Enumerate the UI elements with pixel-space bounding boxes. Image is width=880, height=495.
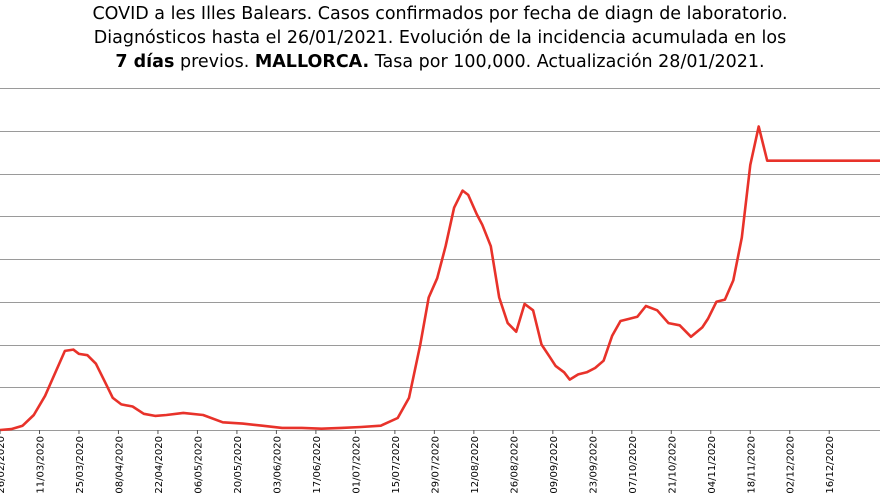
x-tick-label: 11/03/2020 xyxy=(35,436,46,494)
x-tick-label: 07/10/2020 xyxy=(628,436,639,494)
x-tick-label: 17/06/2020 xyxy=(312,436,323,494)
x-tick-label: 12/08/2020 xyxy=(470,436,481,494)
x-tick-label: 18/11/2020 xyxy=(746,436,757,494)
x-tick-label: 26/02/2020 xyxy=(0,436,7,494)
title-text-previos: previos. xyxy=(174,52,255,72)
x-tick-labels: 26/02/2020 11/03/2020 25/03/2020 08/04/2020… xyxy=(0,430,836,494)
title-bold-7-dias: 7 días xyxy=(115,52,175,72)
x-tick-label: 08/04/2020 xyxy=(114,436,125,494)
x-tick-label: 15/07/2020 xyxy=(391,436,402,494)
x-tick-label: 23/09/2020 xyxy=(588,436,599,494)
x-tick-label: 03/06/2020 xyxy=(272,436,283,494)
x-tick-label: 29/07/2020 xyxy=(430,436,441,494)
x-tick-label: 06/05/2020 xyxy=(193,436,204,494)
x-tick-label: 25/03/2020 xyxy=(75,436,86,494)
x-tick-label: 02/12/2020 xyxy=(786,436,797,494)
title-bold-mallorca: MALLORCA. xyxy=(254,52,370,72)
x-tick-label: 22/04/2020 xyxy=(154,436,165,494)
x-tick-label: 01/07/2020 xyxy=(351,436,362,494)
title-line-2: Diagnósticos hasta el 26/01/2021. Evoluc… xyxy=(93,28,787,48)
title-line-1: COVID a les Illes Balears. Casos confirm… xyxy=(92,4,788,24)
x-tick-label: 26/08/2020 xyxy=(509,436,520,494)
grid-lines xyxy=(0,88,880,431)
x-tick-label: 09/09/2020 xyxy=(549,436,560,494)
x-tick-label: 20/05/2020 xyxy=(233,436,244,494)
x-tick-label: 21/10/2020 xyxy=(667,436,678,494)
series-layer xyxy=(0,125,880,432)
x-tick-label: 16/12/2020 xyxy=(825,436,836,494)
title-line-3: 7 días previos. MALLORCA. Tasa por 100,0… xyxy=(0,50,880,74)
x-tick-label: 04/11/2020 xyxy=(707,436,718,494)
chart-title: COVID a les Illes Balears. Casos confirm… xyxy=(0,2,880,74)
series-line xyxy=(0,125,880,432)
title-text-tasa: Tasa por 100,000. Actualización 28/01/20… xyxy=(369,52,765,72)
